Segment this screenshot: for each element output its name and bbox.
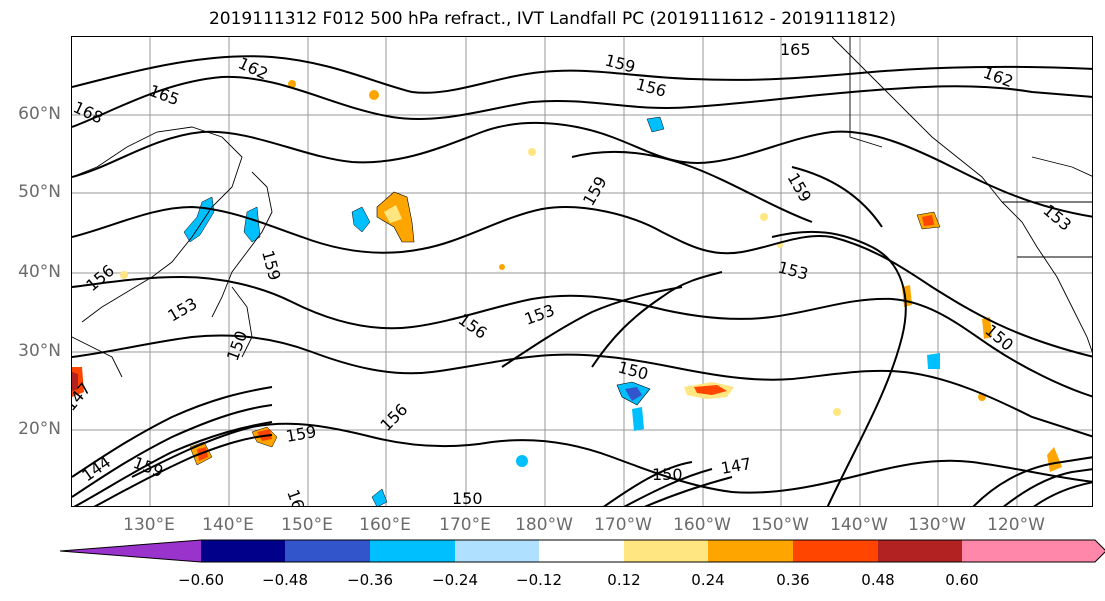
lon-label-140w: 140°W (830, 515, 888, 535)
lon-label-170w: 170°W (594, 515, 652, 535)
lon-label-130e: 130°E (123, 515, 175, 535)
colorbar-tick-label: 0.60 (945, 571, 979, 589)
contour-label: 159 (258, 248, 284, 282)
contour-label: 156 (455, 310, 491, 343)
colorbar-tick-label: −0.24 (432, 571, 478, 589)
colorbar-segment (370, 540, 455, 562)
refractivity-shading (72, 80, 1062, 506)
colorbar-tick-label: −0.48 (262, 571, 308, 589)
colorbar-tick-label: 0.48 (861, 571, 895, 589)
lat-label-40n: 40°N (18, 262, 61, 282)
colorbar-tick-label: −0.36 (347, 571, 393, 589)
contour-label: 147 (719, 454, 752, 478)
lon-label-140e: 140°E (202, 515, 254, 535)
lat-label-50n: 50°N (18, 182, 61, 202)
lon-label-150w: 150°W (751, 515, 809, 535)
graticule (72, 37, 1092, 506)
lon-label-120w: 120°W (987, 515, 1045, 535)
contour-label: 159 (579, 173, 611, 209)
colorbar-segment (793, 540, 878, 562)
contour-label: 150 (652, 465, 683, 484)
lon-label-130w: 130°W (908, 515, 966, 535)
colorbar-segment (624, 540, 708, 562)
lon-label-150e: 150°E (281, 515, 333, 535)
map-title: 2019111312 F012 500 hPa refract., IVT La… (208, 9, 896, 29)
colorbar-segment (455, 540, 539, 562)
colorbar-segment (285, 540, 370, 562)
colorbar (60, 539, 1105, 563)
colorbar-tick-label: 0.12 (607, 571, 641, 589)
map-panel: 168 165 162 159 156 153 150 147 144 159 … (71, 36, 1093, 507)
colorbar-segment (201, 540, 285, 562)
colorbar-segment (962, 540, 1105, 562)
contour-label: 153 (165, 294, 201, 326)
lon-label-170e: 170°E (439, 515, 491, 535)
contour-label: 150 (452, 489, 483, 507)
lat-label-60n: 60°N (18, 104, 61, 124)
colorbar-tick-label: 0.24 (691, 571, 725, 589)
lat-label-20n: 20°N (18, 419, 61, 439)
colorbar-outline (60, 539, 1105, 563)
contour-label: 162 (283, 487, 311, 507)
colorbar-segment (708, 540, 793, 562)
lon-label-180w: 180°W (515, 515, 573, 535)
contour-label: 156 (82, 261, 118, 295)
lat-label-30n: 30°N (18, 341, 61, 361)
contour-label: 147 (72, 379, 95, 415)
colorbar-tick-label: 0.36 (776, 571, 810, 589)
contour-label: 159 (284, 422, 317, 446)
coastlines (72, 37, 1092, 378)
contour-label: 159 (784, 170, 816, 206)
contour-label: 165 (780, 40, 811, 59)
contour-label: 144 (78, 452, 114, 485)
contour-lines (72, 55, 1092, 506)
contour-label: 168 (72, 97, 106, 127)
contour-label: 150 (223, 328, 251, 363)
lon-label-160e: 160°E (359, 515, 411, 535)
lon-label-160w: 160°W (673, 515, 731, 535)
colorbar-tick-label: −0.60 (178, 571, 224, 589)
contour-label: 153 (522, 300, 557, 328)
colorbar-segment (878, 540, 962, 562)
colorbar-segment (539, 540, 624, 562)
colorbar-segment (60, 540, 201, 562)
contour-label: 156 (634, 75, 668, 101)
colorbar-tick-label: −0.12 (516, 571, 562, 589)
map-canvas: 168 165 162 159 156 153 150 147 144 159 … (72, 37, 1092, 507)
